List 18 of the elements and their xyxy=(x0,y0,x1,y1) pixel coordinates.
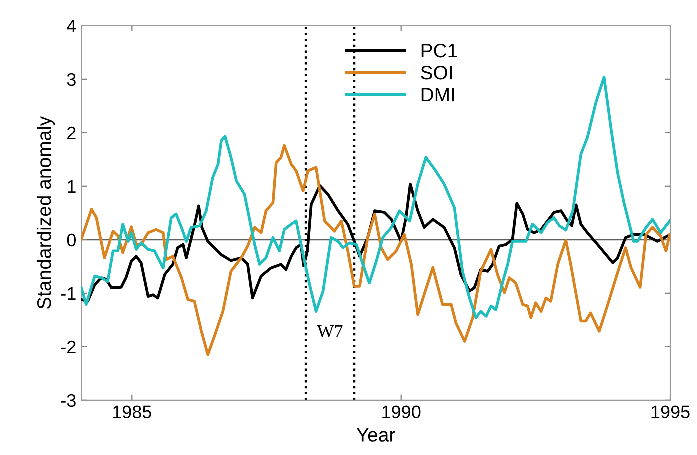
x-tick-label: 1990 xyxy=(382,406,421,419)
y-tick-label: 0 xyxy=(67,234,76,247)
y-tick-label: 2 xyxy=(68,126,76,140)
legend-label: PC1 xyxy=(422,44,458,58)
x-axis-title: Year xyxy=(356,428,396,442)
annotation: W7 xyxy=(317,326,343,338)
legend-label: SOI xyxy=(421,66,452,80)
y-tick-label: 4 xyxy=(67,20,76,32)
y-tick-label: -3 xyxy=(61,394,76,408)
y-tick-label: 3 xyxy=(67,73,76,86)
legend-label: DMI xyxy=(422,88,454,102)
y-axis-title: Standardized anomaly xyxy=(36,116,56,310)
x-tick-label: 1995 xyxy=(652,406,690,419)
y-tick-label: -1 xyxy=(61,288,76,300)
line-series xyxy=(82,144,671,356)
x-tick-label: 1985 xyxy=(113,406,152,419)
y-tick-label: -2 xyxy=(61,340,76,354)
y-tick-label: 1 xyxy=(68,180,76,193)
